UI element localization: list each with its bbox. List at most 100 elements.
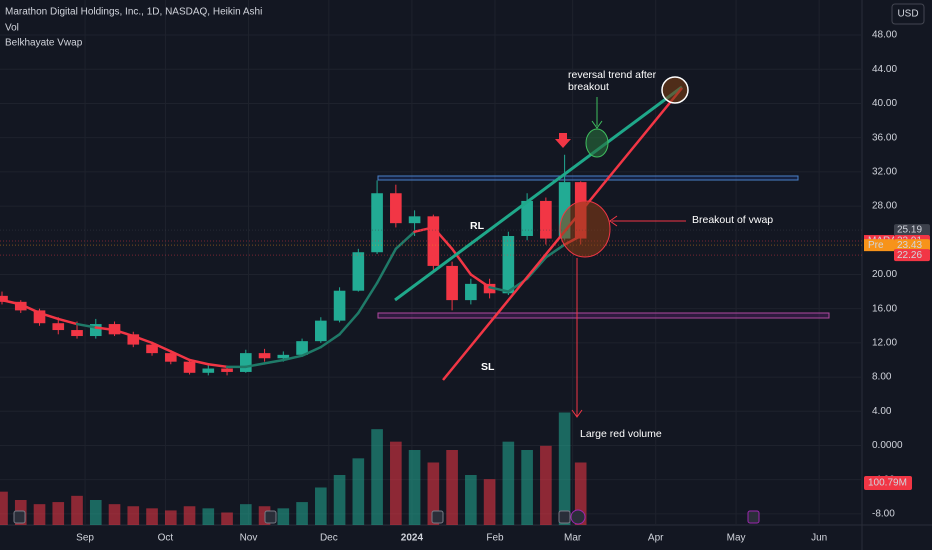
volume-bar (221, 512, 233, 525)
vwap-segment (132, 334, 154, 345)
annotation: Breakout of vwap (692, 214, 773, 226)
indicator-label: Belkhayate Vwap (5, 38, 83, 49)
vwap-segment (113, 328, 135, 338)
x-tick-label: Dec (320, 533, 338, 544)
vwap-segment (150, 341, 173, 353)
vwap-segment (488, 286, 510, 293)
y-tick-label: 20.00 (872, 269, 897, 280)
price-badge (894, 224, 930, 237)
x-tick-label: Nov (240, 533, 258, 544)
volume-bar (333, 475, 346, 525)
volume-bar (371, 429, 383, 525)
candle-body (239, 353, 252, 372)
x-tick-label: Apr (648, 533, 664, 544)
volume-bar (33, 504, 46, 525)
x-tick-label: Oct (158, 533, 174, 544)
indicator-label: Vol (5, 23, 19, 34)
rl-trendline (394, 85, 683, 302)
volume-bar (0, 491, 8, 525)
candle-body (71, 330, 83, 337)
event-icon (747, 510, 760, 524)
candle-body (202, 368, 215, 373)
vwap-segment (169, 350, 191, 362)
candle-body (408, 216, 421, 224)
y-tick-label: 4.00 (872, 406, 892, 417)
event-icon (570, 509, 586, 525)
annotation: RL (470, 220, 485, 232)
volume-bar (502, 441, 515, 525)
vwap-segment (94, 326, 116, 332)
arrow-head (571, 409, 583, 418)
candle-body (446, 265, 458, 301)
candle-body (221, 368, 233, 372)
volume-bar (296, 502, 308, 525)
support-zone (377, 312, 830, 319)
reversal-circle (585, 128, 609, 158)
volume-bar (277, 508, 290, 525)
vwap-segment (300, 345, 323, 357)
x-tick-label: Sep (76, 533, 94, 544)
volume-bar (558, 412, 571, 525)
price-badge-label: 23.43 (897, 240, 922, 251)
candle-body (33, 310, 46, 324)
y-tick-label: 40.00 (872, 98, 897, 109)
volume-bar (71, 495, 83, 525)
volume-bar (408, 450, 421, 525)
candle-body (183, 361, 196, 373)
candle-body (146, 344, 158, 354)
candle-body (502, 235, 515, 294)
candle-body (0, 295, 8, 302)
annotation: breakout (568, 81, 609, 93)
annotation: reversal trend after (568, 69, 657, 81)
vwap-segment (263, 358, 285, 365)
event-icon (431, 510, 444, 524)
candle-body (540, 200, 552, 239)
event-icon (264, 510, 277, 524)
currency-label[interactable]: USD (897, 9, 918, 20)
currency-button[interactable] (891, 3, 925, 25)
volume-bar (239, 504, 252, 525)
vwap-segment (432, 226, 454, 251)
y-tick-label: 0.0000 (872, 440, 903, 451)
volume-badge (864, 476, 912, 491)
volume-layer (0, 412, 587, 525)
candle-body (483, 283, 496, 294)
volume-bar (89, 500, 102, 525)
badge-name-box (864, 239, 894, 252)
volume-bar (574, 462, 587, 525)
y-tick-label: 44.00 (872, 64, 897, 75)
candle-body (258, 353, 271, 359)
volume-bar (127, 506, 140, 525)
candle-body (164, 353, 177, 362)
chart-title: Marathon Digital Holdings, Inc., 1D, NAS… (5, 7, 262, 18)
y-tick-label: 48.00 (872, 30, 897, 41)
x-tick-label: Mar (564, 533, 582, 544)
vwap-segment (244, 362, 266, 369)
y-tick-label: 12.00 (872, 338, 897, 349)
event-icon (13, 510, 26, 524)
vwap-segment (57, 317, 79, 326)
volume-bar (446, 450, 458, 525)
vwap-segment (188, 358, 210, 366)
y-tick-label: -8.00 (872, 509, 895, 520)
badge-name: Pre (868, 240, 884, 251)
x-tick-label: Jun (811, 533, 827, 544)
x-tick-label: 2024 (401, 533, 424, 544)
candle-body (89, 324, 102, 337)
candle-body (558, 182, 571, 239)
volume-badge-label: 100.79M (868, 478, 907, 489)
volume-bar (164, 510, 177, 525)
signal-arrow (555, 133, 571, 148)
arrow-head (591, 120, 603, 129)
candle-body (521, 200, 533, 236)
vwap-segment (0, 298, 23, 306)
grid (0, 0, 862, 525)
volume-bar (52, 502, 65, 525)
vwap-segment (375, 247, 398, 285)
x-tick-label: May (727, 533, 746, 544)
vwap-segment (75, 322, 98, 329)
y-tick-label: 32.00 (872, 167, 897, 178)
volume-bar (202, 508, 215, 525)
